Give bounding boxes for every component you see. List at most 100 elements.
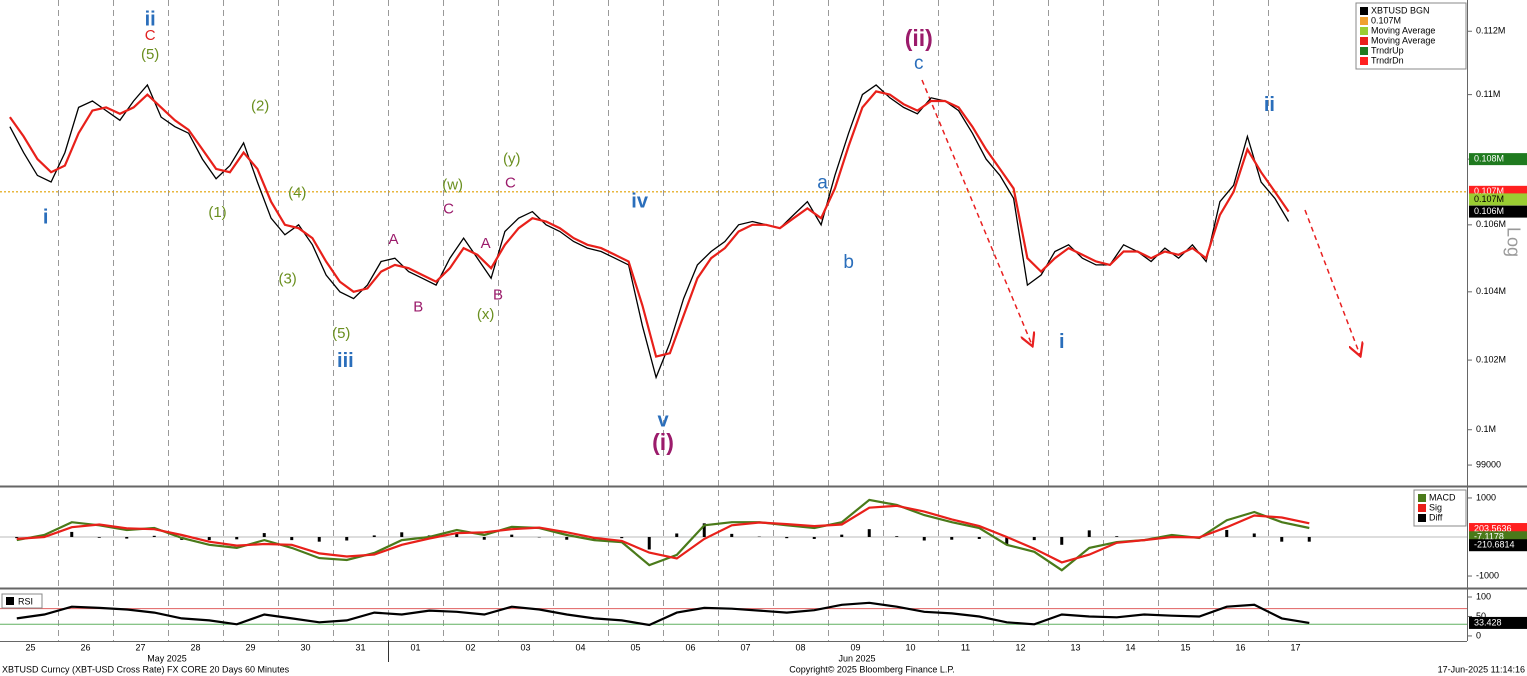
x-tick-label: 14 [1125, 642, 1135, 652]
wave-label: i [43, 206, 49, 228]
x-tick-label: 27 [135, 642, 145, 652]
diff-bar [345, 536, 349, 541]
wave-label: C [505, 175, 516, 192]
diff-bar [1225, 529, 1229, 537]
x-tick-label: 30 [300, 642, 310, 652]
x-tick-label: 05 [630, 642, 640, 652]
legend-swatch [1418, 514, 1426, 522]
diff-bar [70, 531, 74, 537]
y-tick-label: 100 [1476, 591, 1491, 601]
x-tick-label: 07 [740, 642, 750, 652]
price-series [9, 90, 1290, 358]
diff-bar [1005, 536, 1009, 545]
legend-label: TrndrDn [1371, 55, 1404, 65]
diff-bar [125, 536, 129, 539]
x-tick-label: 15 [1180, 642, 1190, 652]
diff-bar [1252, 533, 1256, 537]
y-tick-label: 0 [1476, 630, 1481, 640]
x-tick-label: 06 [685, 642, 695, 652]
y-tick-label: 0.112M [1476, 26, 1505, 36]
x-tick-label: 25 [25, 642, 35, 652]
wave-label: A [481, 235, 491, 252]
x-tick-label: 26 [80, 642, 90, 652]
x-tick-label: 02 [465, 642, 475, 652]
legend-swatch [1418, 504, 1426, 512]
y-tick-label: 0.1M [1476, 424, 1496, 434]
x-tick-label: 09 [850, 642, 860, 652]
diff-bar [647, 536, 651, 550]
legend-label: Sig [1429, 502, 1442, 512]
wave-label: A [388, 231, 398, 248]
diff-bar [152, 535, 156, 537]
wave-label: (4) [288, 184, 306, 201]
x-tick-label: 11 [961, 642, 970, 652]
wave-label: v [657, 410, 669, 432]
price-tag [1469, 193, 1527, 206]
legend-label: Moving Average [1371, 25, 1435, 35]
x-tick-label: 10 [905, 642, 915, 652]
diff-bar [950, 536, 954, 540]
y-tick-label: 0.104M [1476, 286, 1506, 296]
legend-swatch [6, 597, 14, 605]
legend-label: 0.107M [1371, 15, 1401, 25]
wave-label: iv [631, 191, 649, 213]
legend-label: XBTUSD BGN [1371, 5, 1430, 15]
price-tag-label: 0.106M [1474, 206, 1504, 216]
diff-bar [1280, 536, 1284, 542]
x-tick-label: 31 [355, 642, 365, 652]
macd-line [16, 504, 1310, 564]
wave-label: C [443, 200, 454, 217]
diff-bar [97, 536, 101, 538]
price-tag [1469, 153, 1527, 166]
price-tag-label: 203.5636 [1474, 523, 1512, 533]
legend-swatch [1360, 47, 1368, 55]
y-tick-label: 50 [1476, 611, 1486, 621]
diff-bar [702, 523, 706, 537]
x-tick-label: 03 [520, 642, 530, 652]
diff-bar [895, 536, 899, 537]
diff-bar [400, 532, 404, 537]
panel-title: RSI [18, 596, 33, 606]
price-tag-label: 0.107M [1474, 186, 1504, 196]
wave-label: c [914, 53, 924, 74]
diff-bar [262, 533, 266, 537]
month-label: May 2025 [147, 653, 187, 663]
diff-bar [1115, 536, 1119, 537]
diff-bar [290, 536, 294, 541]
y-tick-label: 0.106M [1476, 219, 1506, 229]
diff-bar [675, 533, 679, 537]
diff-bar [840, 534, 844, 537]
diff-bar [1060, 536, 1064, 545]
diff-bar [1032, 536, 1036, 541]
wave-label: ii [145, 9, 156, 31]
price-tag-label: -7.1178 [1474, 532, 1504, 542]
x-tick-label: 28 [190, 642, 200, 652]
wave-label: b [843, 252, 854, 273]
legend-label: Diff [1429, 512, 1443, 522]
diff-bar [15, 536, 19, 539]
macd-line [16, 498, 1310, 572]
diff-bar [1307, 536, 1311, 542]
x-tick-label: 17 [1290, 642, 1300, 652]
wave-label: (i) [652, 429, 674, 455]
wave-label: B [493, 287, 503, 304]
legend-label: MACD [1429, 492, 1456, 502]
wave-label: (1) [208, 204, 226, 221]
diff-bar [372, 535, 376, 537]
diff-bar [235, 536, 239, 540]
y-tick-label: 1000 [1476, 492, 1496, 502]
legend-box [1355, 2, 1467, 70]
diff-bar [317, 536, 321, 542]
wave-label: (w) [442, 177, 463, 194]
diff-bar [565, 536, 569, 540]
diff-bar [977, 536, 981, 539]
x-tick-label: 13 [1070, 642, 1080, 652]
wave-label: B [413, 298, 423, 315]
price-tag-label: -210.6814 [1474, 540, 1515, 550]
y-tick-label: -1000 [1476, 570, 1499, 580]
legend-label: TrndrUp [1371, 45, 1404, 55]
wave-label: (3) [278, 271, 296, 288]
price-tag-label: 0.107M [1474, 194, 1504, 204]
